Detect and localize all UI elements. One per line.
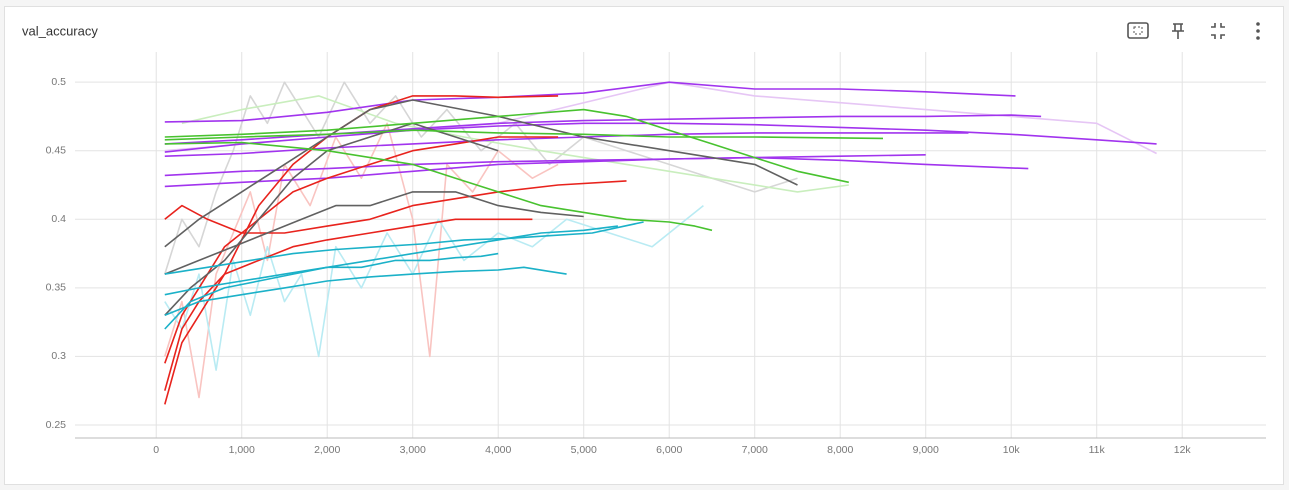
chart-title: val_accuracy [22, 23, 98, 38]
y-tick-label: 0.5 [51, 76, 66, 88]
series-line [164, 136, 559, 364]
series-line [164, 129, 884, 141]
x-tick-label: 0 [153, 444, 159, 456]
x-tick-label: 10k [1003, 444, 1021, 456]
series-line [164, 252, 499, 330]
x-tick-label: 6,000 [656, 444, 682, 456]
series-line [164, 108, 849, 184]
series-line [164, 154, 926, 188]
series-line [181, 95, 849, 193]
x-tick-label: 8,000 [827, 444, 853, 456]
y-tick-label: 0.3 [51, 350, 66, 362]
x-tick-label: 11k [1089, 444, 1106, 456]
series-line [164, 99, 798, 248]
pin-button[interactable] [1172, 23, 1184, 39]
plot-area: 0.25 0.3 0.35 0.4 0.45 0.5 0 1,000 2,000 3,000 4,0… [46, 52, 1266, 456]
y-tick-label: 0.45 [46, 145, 67, 157]
x-tick-label: 2,000 [314, 444, 340, 456]
x-tick-label: 4,000 [485, 444, 511, 456]
x-tick-label: 5,000 [571, 444, 597, 456]
series-line [164, 225, 618, 296]
series-line [164, 266, 567, 317]
fit-domain-button[interactable] [1127, 22, 1149, 39]
x-tick-label: 3,000 [400, 444, 426, 456]
card-background [4, 6, 1284, 485]
series-line [164, 191, 584, 275]
series-line [164, 95, 559, 405]
y-tick-label: 0.25 [46, 419, 67, 431]
series-line [164, 81, 798, 275]
x-tick-label: 9,000 [913, 444, 939, 456]
series-line [164, 81, 1016, 123]
x-tick-label: 7,000 [742, 444, 768, 456]
x-tick-label: 12k [1174, 444, 1192, 456]
series-line [164, 141, 713, 232]
series-line [164, 218, 533, 391]
y-tick-label: 0.4 [51, 213, 66, 225]
toolbar [1127, 22, 1260, 40]
x-tick-label: 1,000 [229, 444, 255, 456]
more-button[interactable] [1256, 22, 1260, 40]
series-line [164, 156, 1029, 177]
y-tick-label: 0.35 [46, 282, 67, 294]
series-line [164, 221, 644, 275]
series-line [164, 132, 969, 157]
collapse-button[interactable] [1211, 23, 1225, 39]
